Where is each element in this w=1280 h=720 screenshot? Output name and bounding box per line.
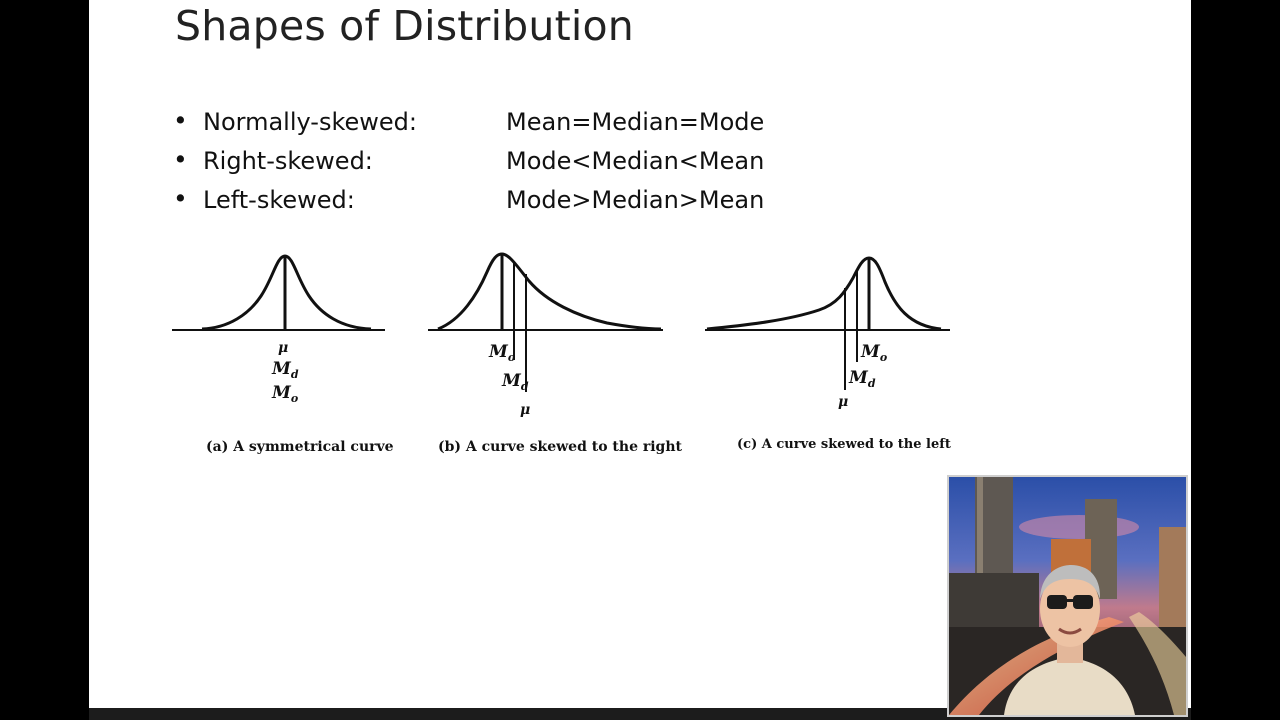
bullet-label: Normally-skewed: xyxy=(203,108,417,136)
label-md-a: Md xyxy=(271,359,299,381)
distribution-diagrams: μ Md Mo (a) A symmetrical curve Mo Md μ … xyxy=(172,252,951,455)
curve-c xyxy=(706,256,942,331)
bullet-icon: • xyxy=(173,145,188,174)
label-mu-c: μ xyxy=(838,394,848,410)
label-md-c: Md xyxy=(848,368,876,390)
bullet-label: Right-skewed: xyxy=(203,147,373,175)
bullet-value: Mode<Median<Mean xyxy=(506,147,765,175)
presenter-video-icon xyxy=(947,475,1188,717)
figure-symmetrical xyxy=(172,254,385,331)
label-mo-b: Mo xyxy=(488,342,515,364)
curve-b xyxy=(437,252,662,331)
caption-c: (c) A curve skewed to the left xyxy=(737,437,951,452)
label-mo-c: Mo xyxy=(860,342,887,364)
caption-a: (a) A symmetrical curve xyxy=(206,439,394,455)
figure-left-skewed xyxy=(705,256,950,390)
caption-b: (b) A curve skewed to the right xyxy=(438,439,683,455)
label-mu-b: μ xyxy=(520,402,530,418)
figure-right-skewed xyxy=(428,252,663,392)
bullet-icon: • xyxy=(173,184,188,213)
bullet-icon: • xyxy=(173,106,188,135)
slide: Shapes of Distribution • Normally-skewed… xyxy=(89,0,1191,708)
label-mo-a: Mo xyxy=(271,383,298,405)
presenter-video-scene xyxy=(949,477,1186,715)
bullet-label: Left-skewed: xyxy=(203,186,355,214)
bottom-bar xyxy=(89,708,1191,720)
slide-title: Shapes of Distribution xyxy=(175,2,634,50)
bullet-value: Mode>Median>Mean xyxy=(506,186,765,214)
bullet-value: Mean=Median=Mode xyxy=(506,108,765,136)
label-md-b: Md xyxy=(501,371,529,393)
label-mu-a: μ xyxy=(278,340,288,356)
